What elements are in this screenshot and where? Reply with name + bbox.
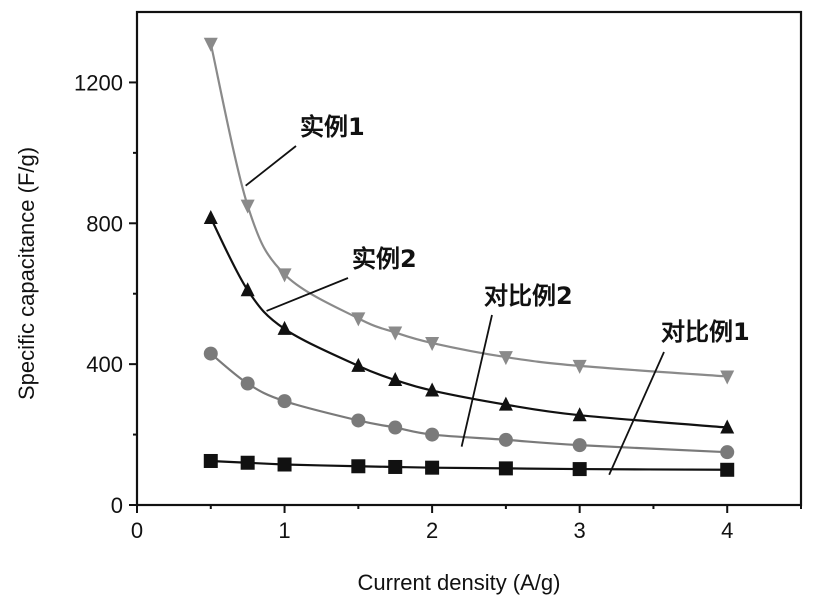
data-point-marker [351, 357, 366, 372]
annotation-layer: 实例1 实例2 对比例2 对比例1 [245, 113, 750, 476]
data-point-marker [203, 37, 218, 52]
y-axis-title: Specific capacitance (F/g) [14, 147, 39, 400]
data-point-marker [498, 396, 513, 411]
data-point-marker [498, 461, 513, 476]
annotation-leader-line [460, 314, 493, 447]
series-annotation: 对比例2 [460, 282, 573, 447]
annotation-label: 实例2 [352, 245, 417, 273]
series-group [203, 346, 735, 460]
data-point-marker [203, 453, 218, 468]
series-line [209, 43, 728, 378]
x-tick-label: 3 [574, 518, 586, 543]
data-point-marker [203, 210, 218, 225]
data-point-marker [498, 351, 513, 366]
annotation-label: 实例1 [300, 113, 365, 141]
series-group [203, 37, 735, 385]
data-point-marker [720, 462, 735, 477]
data-point-marker [720, 419, 735, 434]
data-point-marker [351, 459, 366, 474]
series-annotation: 实例1 [245, 113, 365, 187]
series-annotation: 实例2 [266, 245, 417, 312]
series-group [203, 210, 735, 434]
annotation-leader-line [608, 351, 665, 476]
data-point-marker [351, 413, 366, 428]
annotation-leader-line [266, 277, 349, 312]
data-point-marker [240, 199, 255, 214]
series-group [203, 453, 735, 477]
data-point-marker [240, 376, 255, 391]
series-annotation: 对比例1 [608, 318, 750, 476]
x-tick-label: 1 [278, 518, 290, 543]
data-point-marker [388, 326, 403, 341]
data-point-marker [240, 282, 255, 297]
x-tick-label: 4 [721, 518, 733, 543]
data-point-marker [572, 462, 587, 477]
data-point-marker [277, 394, 292, 409]
data-point-marker [720, 445, 735, 460]
x-tick-label: 2 [426, 518, 438, 543]
data-point-marker [240, 455, 255, 470]
annotation-label: 对比例1 [661, 318, 750, 346]
data-point-marker [572, 407, 587, 422]
axes-layer: 0 1 2 3 4 0 400 800 1200 [74, 10, 803, 543]
x-tick-label: 0 [131, 518, 143, 543]
y-tick-label: 1200 [74, 70, 123, 95]
annotation-leader-line [245, 145, 297, 187]
data-point-marker [425, 382, 440, 397]
data-point-marker [351, 312, 366, 327]
data-point-marker [277, 457, 292, 472]
data-point-marker [388, 459, 403, 474]
data-point-marker [572, 438, 587, 453]
series-layer [203, 37, 735, 477]
data-point-marker [720, 370, 735, 385]
data-point-marker [425, 460, 440, 475]
y-tick-label: 800 [86, 211, 123, 236]
plot-frame [135, 10, 803, 507]
data-point-marker [277, 268, 292, 283]
data-point-marker [425, 337, 440, 352]
data-point-marker [203, 346, 218, 361]
data-point-marker [498, 432, 513, 447]
data-point-marker [425, 427, 440, 442]
data-point-marker [388, 371, 403, 386]
y-tick-label: 400 [86, 352, 123, 377]
y-tick-label: 0 [111, 493, 123, 518]
annotation-label: 对比例2 [484, 282, 573, 310]
data-point-marker [277, 320, 292, 335]
data-point-marker [388, 420, 403, 435]
x-axis-title: Current density (A/g) [358, 570, 561, 595]
data-point-marker [572, 359, 587, 374]
